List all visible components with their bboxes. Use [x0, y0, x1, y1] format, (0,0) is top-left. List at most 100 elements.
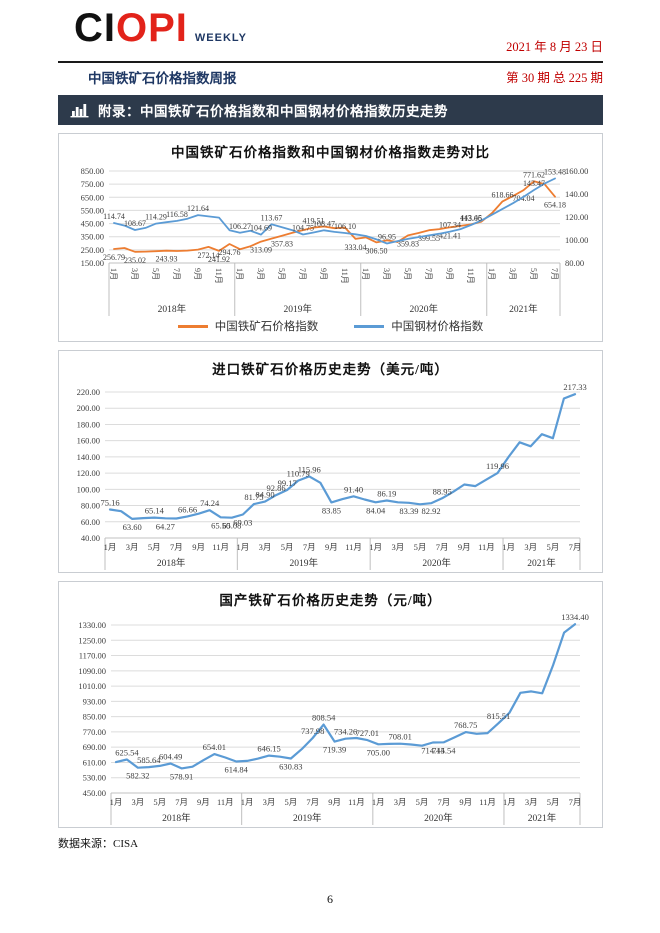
- series-line: [114, 623, 577, 770]
- data-label: 83.39: [399, 506, 418, 516]
- data-label: 243.93: [156, 255, 178, 264]
- y-axis-tick: 850.00: [81, 166, 104, 176]
- header-divider: [58, 61, 603, 63]
- x-axis-tick: 7月: [303, 542, 316, 552]
- y-axis-tick: 930.00: [83, 696, 106, 706]
- data-label: 104.69: [250, 224, 272, 233]
- y-axis-tick: 610.00: [83, 757, 106, 767]
- x-axis-tick: 5月: [529, 268, 538, 280]
- x-axis-tick: 5月: [148, 542, 161, 552]
- data-label: 64.27: [156, 521, 175, 531]
- y-axis-tick: 220.00: [77, 387, 100, 397]
- data-label: 235.02: [124, 256, 146, 265]
- data-label: 106.27: [229, 222, 251, 231]
- x-axis-tick: 1月: [502, 542, 515, 552]
- data-label: 113.67: [261, 213, 283, 222]
- x-axis-tick: 3月: [256, 268, 265, 280]
- data-label: 65.08: [222, 521, 241, 531]
- legend-item-steel-index: 中国钢材价格指数: [354, 318, 483, 334]
- series-line: [108, 393, 577, 520]
- y2-axis-tick: 100.00: [565, 235, 588, 245]
- x-axis-tick: 11月: [479, 797, 496, 807]
- data-source: 数据来源：CISA: [58, 838, 139, 850]
- y-axis-tick: 180.00: [77, 419, 100, 429]
- data-label: 705.00: [367, 747, 390, 757]
- chart-card-index-comparison: 中国铁矿石价格指数和中国钢材价格指数走势对比 850.00 750.00 650.0…: [58, 133, 603, 342]
- x-axis-tick: 5月: [284, 797, 297, 807]
- data-label: 83.85: [322, 505, 341, 515]
- y-axis-tick: 750.00: [81, 179, 104, 189]
- x-axis-tick: 5月: [547, 797, 560, 807]
- data-label: 357.83: [271, 240, 293, 249]
- data-label: 66.66: [178, 504, 197, 514]
- year-label: 2020年: [422, 557, 451, 569]
- y-axis-tick: 150.00: [81, 258, 104, 268]
- x-axis-tick: 5月: [416, 797, 429, 807]
- x-axis-tick: 1月: [369, 542, 382, 552]
- data-label: 108.67: [124, 219, 146, 228]
- x-axis-tick: 9月: [328, 797, 341, 807]
- x-axis-tick: 3月: [126, 542, 139, 552]
- page-number: 6: [327, 892, 333, 906]
- x-axis-tick: 3月: [130, 268, 139, 280]
- y-axis-tick: 850.00: [83, 712, 106, 722]
- data-label: 106.10: [334, 222, 356, 231]
- data-label: 65.50: [211, 520, 230, 530]
- y2-axis-tick: 120.00: [565, 212, 588, 222]
- year-label: 2019年: [289, 557, 318, 569]
- chart-legend: 中国铁矿石价格指数 中国钢材价格指数: [59, 317, 602, 339]
- x-axis-tick: 3月: [394, 797, 407, 807]
- x-axis-tick: 11月: [212, 542, 229, 552]
- data-label: 65.14: [145, 506, 165, 516]
- x-axis-tick: 11月: [217, 797, 234, 807]
- y2-axis-tick: 160.00: [565, 166, 588, 176]
- data-label: 727.01: [356, 728, 379, 738]
- data-label: 734.26: [334, 727, 357, 737]
- data-label: 419.51: [303, 217, 325, 226]
- data-label: 654.01: [203, 742, 226, 752]
- chart-card-domestic-ore: 国产铁矿石价格历史走势（元/吨） 1330.00 1250.00 1170.00 10…: [58, 581, 603, 828]
- x-axis-tick: 5月: [281, 542, 294, 552]
- data-label: 88.95: [433, 486, 452, 496]
- legend-swatch-orange: [177, 324, 208, 328]
- x-axis-tick: 1月: [236, 542, 249, 552]
- data-label: 143.47: [523, 179, 545, 188]
- data-label: 82.92: [422, 506, 441, 516]
- line-chart: 220.00 200.00 180.00 160.00 140.00 120.00 100.…: [77, 382, 587, 570]
- data-label: 294.76: [219, 248, 241, 257]
- year-label: 2020年: [424, 812, 453, 824]
- x-axis-tick: 3月: [382, 268, 391, 280]
- y-axis-tick: 350.00: [81, 232, 104, 242]
- data-label: 421.41: [439, 231, 461, 240]
- header-top-row: CIOPI WEEKLY 2021 年 8 月 23 日: [58, 8, 603, 58]
- chart-card-import-ore: 进口铁矿石价格历史走势（美元/吨） 220.00 200.00 180.00 160.…: [58, 350, 603, 573]
- x-axis-tick: 9月: [445, 268, 454, 280]
- year-label: 2021年: [509, 303, 538, 315]
- data-label: 108.47: [313, 219, 335, 228]
- x-axis-tick: 1月: [372, 797, 385, 807]
- header-second-row: 中国铁矿石价格指数周报 第 30 期 总 225 期: [58, 67, 603, 86]
- data-label: 114.29: [145, 213, 167, 222]
- y-axis-tick: 80.00: [81, 501, 100, 511]
- x-axis-tick: 7月: [172, 268, 181, 280]
- legend-swatch-blue: [354, 324, 385, 328]
- x-axis-tick: 9月: [459, 797, 472, 807]
- data-label: 618.66: [492, 190, 514, 199]
- y-axis-tick: 770.00: [83, 727, 106, 737]
- data-label: 646.15: [257, 744, 280, 754]
- data-label: 443.45: [460, 213, 482, 222]
- data-label: 86.19: [377, 489, 396, 499]
- x-axis-tick: 3月: [525, 797, 538, 807]
- y-axis-tick: 100.00: [77, 484, 100, 494]
- data-label: 153.48: [544, 167, 566, 176]
- data-label: 74.24: [200, 498, 220, 508]
- y-axis-tick: 160.00: [77, 436, 100, 446]
- series-line: [113, 177, 556, 245]
- data-label: 75.16: [100, 497, 119, 507]
- data-label: 578.91: [170, 771, 193, 781]
- y-axis-tick: 140.00: [77, 452, 100, 462]
- issue-date: 2021 年 8 月 23 日: [506, 40, 603, 54]
- legend-label: 中国钢材价格指数: [391, 321, 484, 333]
- data-label: 107.34: [439, 221, 461, 230]
- line-chart: 1330.00 1250.00 1170.00 1090.00 1010.00 930.0…: [78, 612, 589, 825]
